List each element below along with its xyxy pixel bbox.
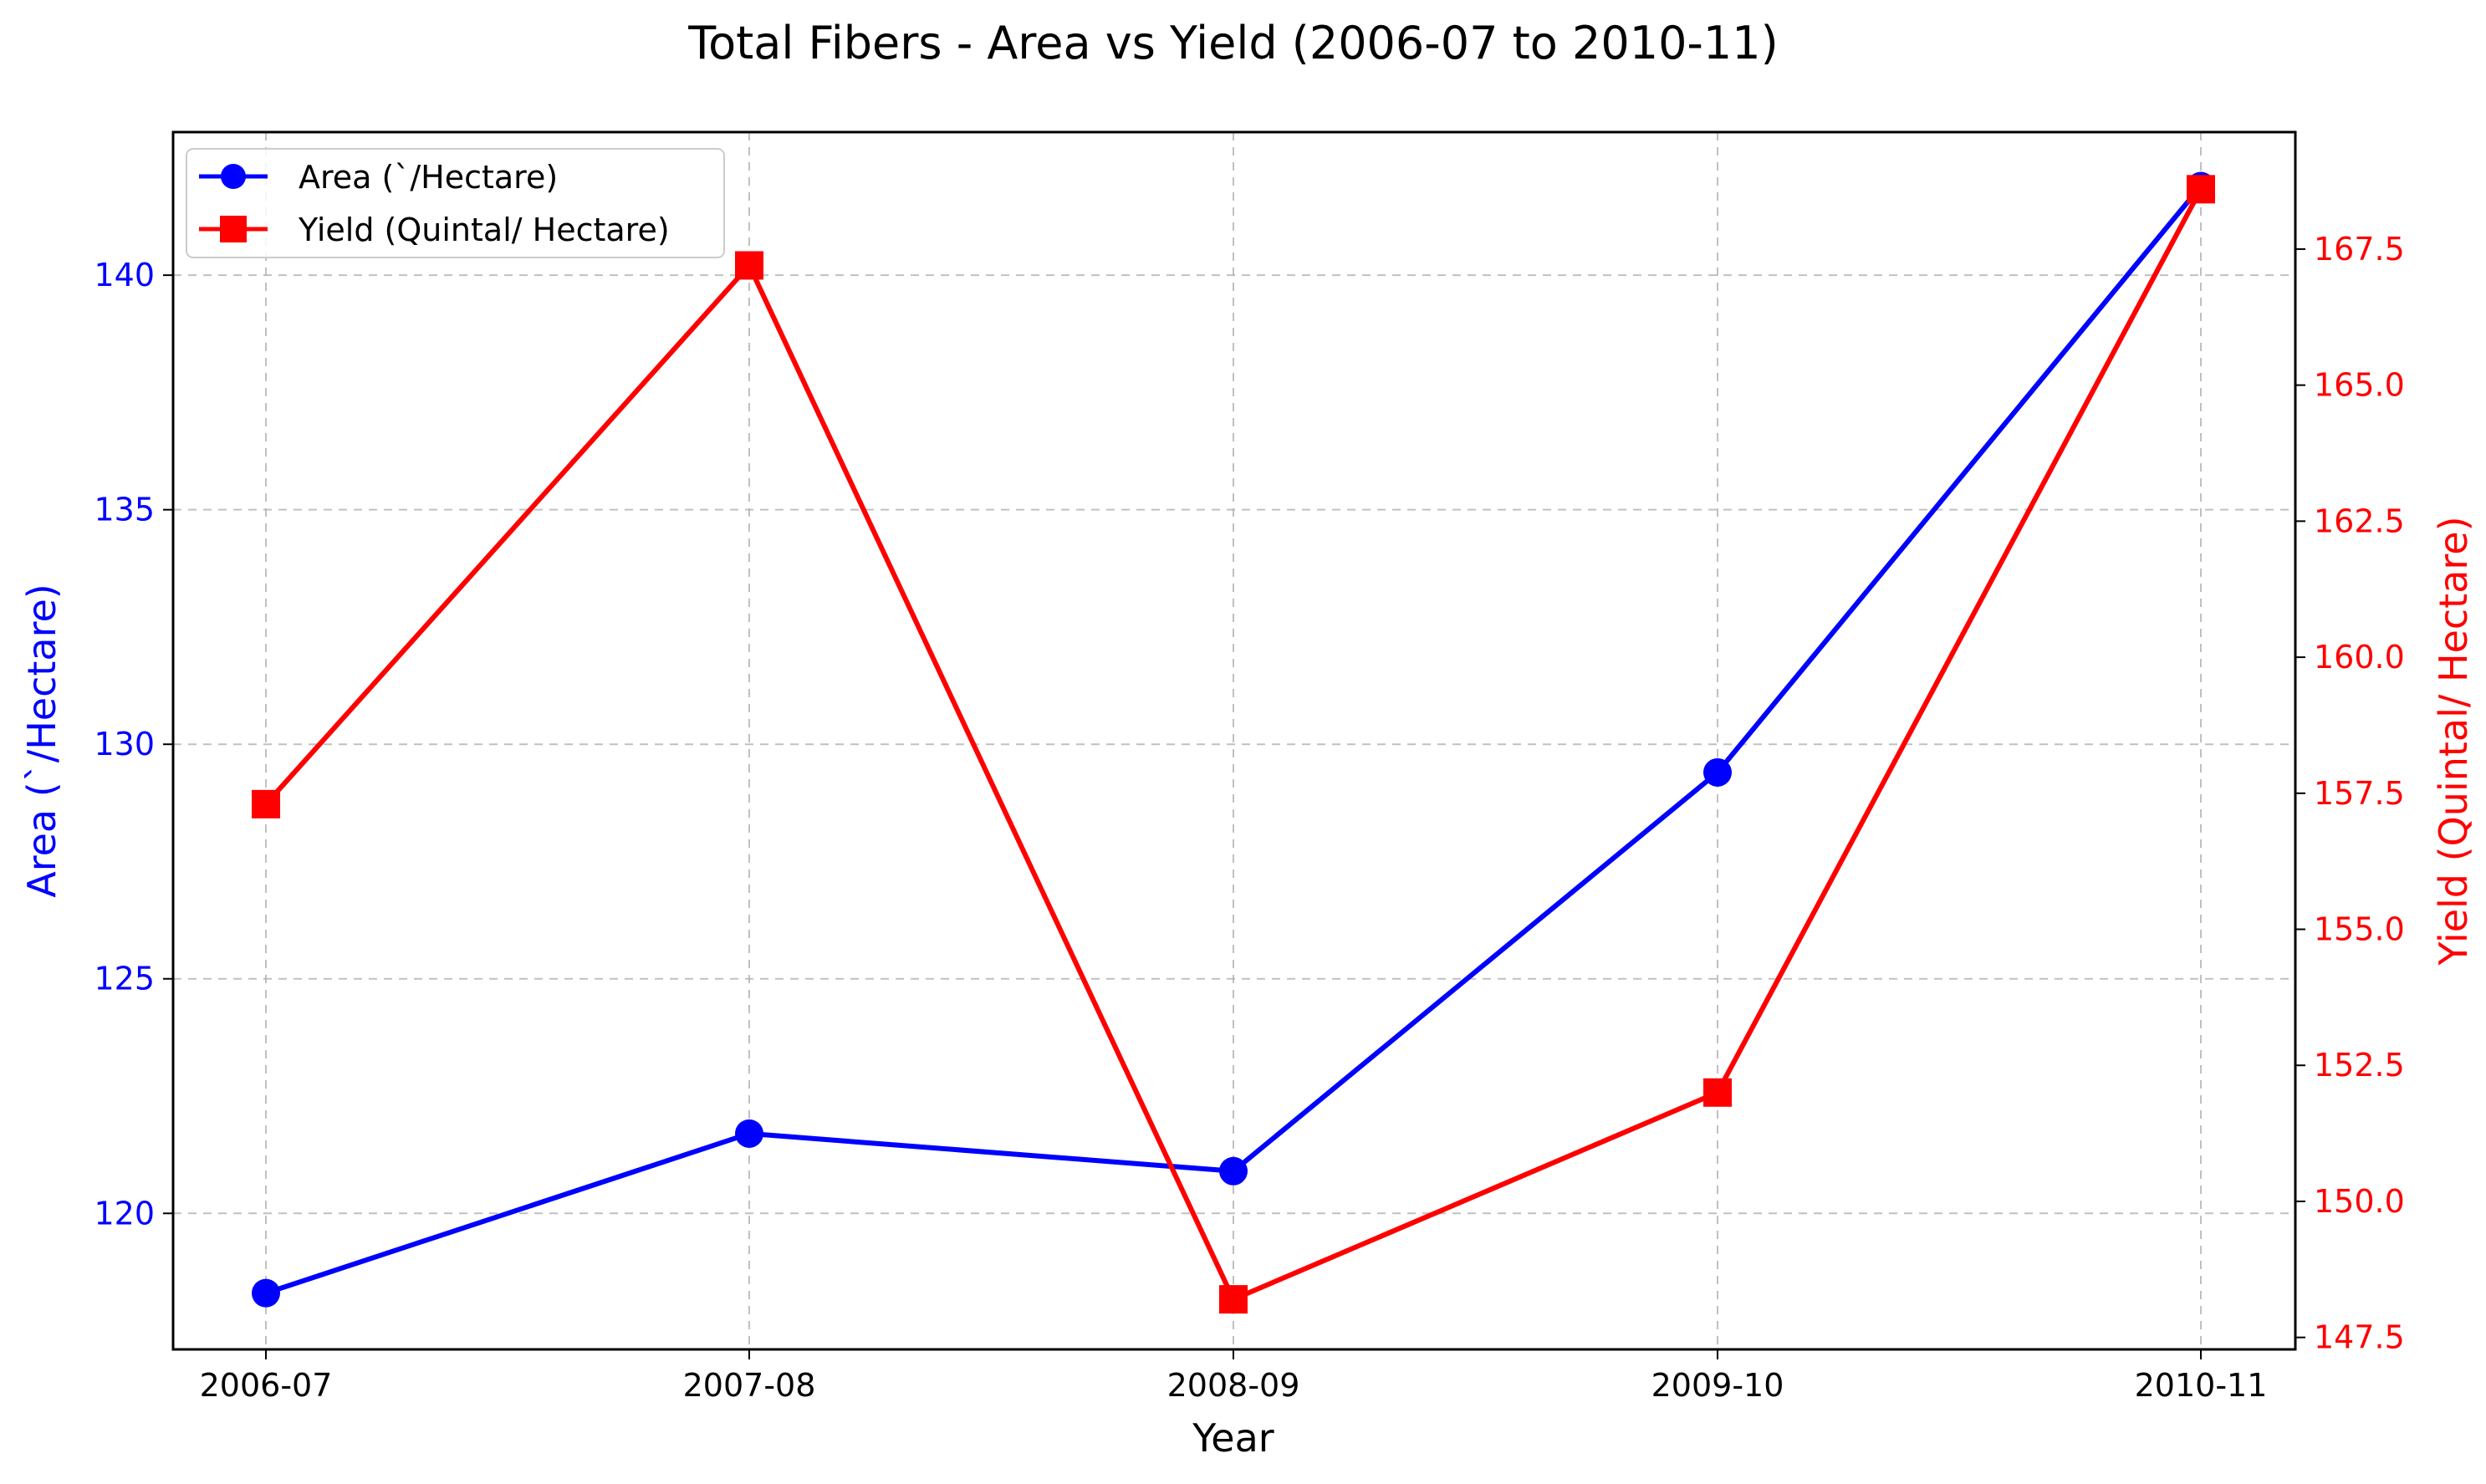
x-tick-label: 2009-10: [1651, 1367, 1784, 1404]
yield-point: [1703, 1078, 1732, 1107]
left-tick-label: 120: [94, 1195, 155, 1232]
right-tick-label: 160.0: [2314, 639, 2405, 676]
right-tick-label: 155.0: [2314, 911, 2405, 948]
right-tick-label: 152.5: [2314, 1047, 2405, 1084]
area-point: [1703, 757, 1732, 787]
left-axis-label: Area (`/Hectare): [19, 584, 64, 897]
legend-yield-marker: [220, 216, 247, 242]
right-tick-label: 167.5: [2314, 231, 2405, 268]
series-layer: [252, 171, 2215, 1314]
right-tick-label: 157.5: [2314, 775, 2405, 812]
yield-point: [1219, 1285, 1248, 1314]
right-tick-label: 150.0: [2314, 1183, 2405, 1220]
yield-point: [735, 251, 763, 280]
legend: Area (`/Hectare) Yield (Quintal/ Hectare…: [186, 148, 725, 258]
legend-area-marker: [221, 164, 246, 189]
right-tick-label: 162.5: [2314, 502, 2405, 539]
legend-area-label: Area (`/Hectare): [299, 159, 558, 196]
x-tick-label: 2008-09: [1167, 1367, 1300, 1404]
right-tick-label: 165.0: [2314, 367, 2405, 404]
left-tick-label: 125: [94, 961, 155, 997]
area-point: [1219, 1156, 1248, 1186]
yield-point: [252, 789, 280, 818]
legend-yield-label: Yield (Quintal/ Hectare): [298, 212, 670, 248]
yield-point: [2187, 175, 2215, 204]
x-tick-label: 2007-08: [683, 1367, 816, 1404]
x-tick-label: 2010-11: [2135, 1367, 2268, 1404]
right-axis-label: Yield (Quintal/ Hectare): [2431, 516, 2476, 966]
right-tick-label: 147.5: [2314, 1319, 2405, 1356]
left-tick-label: 135: [94, 492, 155, 528]
axis-layer: 2006-07 2007-08 2008-09 2009-10 2010-11 120 12…: [94, 231, 2404, 1404]
legend-box: [186, 148, 725, 258]
chart-title: Total Fibers - Area vs Yield (2006-07 to…: [687, 17, 1778, 69]
x-axis-label: Year: [1192, 1415, 1274, 1461]
area-point: [252, 1278, 280, 1308]
x-tick-label: 2006-07: [200, 1367, 333, 1404]
area-point: [735, 1119, 763, 1148]
left-tick-label: 140: [94, 257, 155, 293]
left-tick-label: 130: [94, 726, 155, 762]
